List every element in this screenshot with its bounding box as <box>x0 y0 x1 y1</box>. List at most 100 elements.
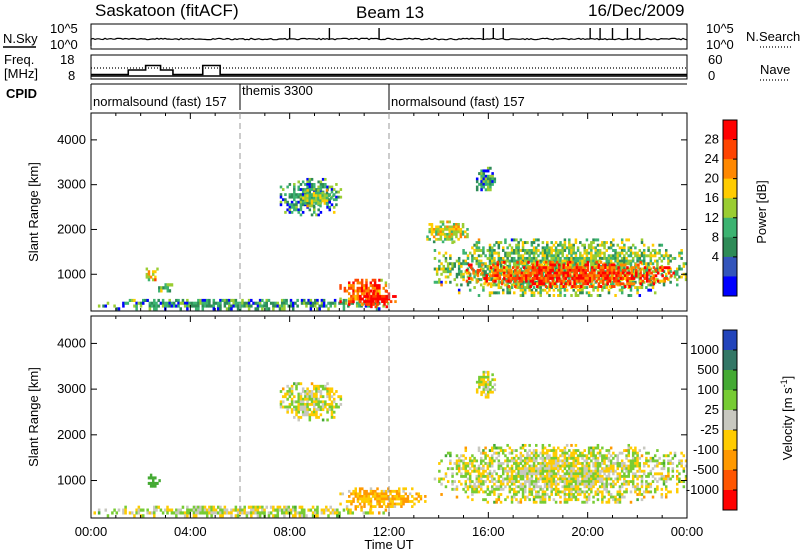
heatmap-cell <box>563 498 567 502</box>
heatmap-cell <box>492 271 495 275</box>
heatmap-cell <box>528 283 531 287</box>
heatmap-cell <box>149 275 153 279</box>
heatmap-cell <box>612 485 615 489</box>
heatmap-cell <box>183 304 187 308</box>
heatmap-cell <box>634 451 637 455</box>
heatmap-cell <box>350 492 353 496</box>
heatmap-cell <box>651 480 655 484</box>
heatmap-cell <box>247 505 251 509</box>
heatmap-cell <box>210 508 213 512</box>
heatmap-cell <box>618 498 622 502</box>
heatmap-cell <box>658 456 661 460</box>
heatmap-cell <box>486 462 490 465</box>
heatmap-cell <box>432 227 436 231</box>
heatmap-cell <box>197 304 200 308</box>
heatmap-cell <box>656 271 660 275</box>
heatmap-cell <box>319 191 322 195</box>
heatmap-cell <box>590 283 593 287</box>
heatmap-cell <box>446 237 449 241</box>
heatmap-cell <box>360 281 364 285</box>
heatmap-cell <box>594 286 597 290</box>
heatmap-cell <box>236 307 240 311</box>
heatmap-cell <box>559 454 562 458</box>
heatmap-cell <box>590 469 593 473</box>
heatmap-cell <box>391 500 394 503</box>
heatmap-cell <box>647 472 650 476</box>
heatmap-cell <box>321 418 325 422</box>
heatmap-cell <box>451 467 454 471</box>
heatmap-cell <box>570 490 573 494</box>
heatmap-cell <box>605 480 608 484</box>
heatmap-cell <box>630 271 634 275</box>
heatmap-cell <box>179 307 182 311</box>
heatmap-cell <box>479 259 483 263</box>
heatmap-cell <box>317 384 320 388</box>
heatmap-cell <box>479 459 483 463</box>
heatmap-cell <box>643 276 647 280</box>
heatmap-cell <box>521 493 525 496</box>
heatmap-cell <box>479 254 483 258</box>
heatmap-cell <box>572 464 575 468</box>
heatmap-cell <box>288 203 292 207</box>
heatmap-cell <box>351 511 355 515</box>
heatmap-cell <box>349 511 352 515</box>
heatmap-cell <box>330 405 334 409</box>
heatmap-cell <box>304 190 307 194</box>
heatmap-cell <box>484 474 487 478</box>
heatmap-cell <box>616 454 620 458</box>
heatmap-cell <box>339 502 342 506</box>
heatmap-cell <box>457 270 461 274</box>
heatmap-cell <box>583 482 586 486</box>
heatmap-cell <box>598 451 602 455</box>
heatmap-cell <box>306 395 309 399</box>
heatmap-cell <box>345 507 349 511</box>
heatmap-cell <box>297 195 300 199</box>
heatmap-cell <box>395 495 399 498</box>
heatmap-cell <box>278 508 282 512</box>
heatmap-cell <box>133 304 136 308</box>
heatmap-cell <box>360 304 363 308</box>
heatmap-cell <box>574 238 578 242</box>
heatmap-cell <box>347 304 350 308</box>
heatmap-cell <box>442 264 446 268</box>
heatmap-cell <box>639 276 642 280</box>
heatmap-cell <box>496 276 499 280</box>
heatmap-cell <box>526 472 529 476</box>
heatmap-cell <box>387 297 391 301</box>
heatmap-cell <box>214 508 218 512</box>
heatmap-cell <box>583 472 586 476</box>
heatmap-cell <box>482 472 485 476</box>
heatmap-cell <box>548 495 551 499</box>
heatmap-cell <box>252 505 255 509</box>
heatmap-cell <box>168 283 172 287</box>
heatmap-cell <box>310 204 314 208</box>
heatmap-cell <box>440 272 443 276</box>
heatmap-cell <box>493 459 496 463</box>
heatmap-cell <box>501 477 505 481</box>
heatmap-cell <box>478 380 481 384</box>
heatmap-cell <box>662 454 666 458</box>
heatmap-cell <box>635 263 638 267</box>
heatmap-cell <box>506 480 509 484</box>
heatmap-cell <box>471 259 474 263</box>
heatmap-cell <box>490 256 494 260</box>
heatmap-cell <box>554 241 558 245</box>
heatmap-cell <box>293 415 296 419</box>
heatmap-cell <box>583 449 586 453</box>
heatmap-cell <box>216 307 220 311</box>
heatmap-cell <box>550 480 553 484</box>
heatmap-cell <box>299 208 303 212</box>
heatmap-cell <box>541 474 545 478</box>
heatmap-cell <box>591 268 594 272</box>
heatmap-cell <box>488 251 492 255</box>
heatmap-cell <box>531 263 535 267</box>
heatmap-cell <box>333 301 337 305</box>
heatmap-cell <box>620 251 624 255</box>
heatmap-cell <box>546 482 549 486</box>
heatmap-cell <box>466 462 470 465</box>
heatmap-cell <box>322 301 326 305</box>
heatmap-cell <box>593 271 596 275</box>
heatmap-cell <box>660 474 664 478</box>
heatmap-cell <box>594 254 597 258</box>
heatmap-cell <box>228 511 231 515</box>
